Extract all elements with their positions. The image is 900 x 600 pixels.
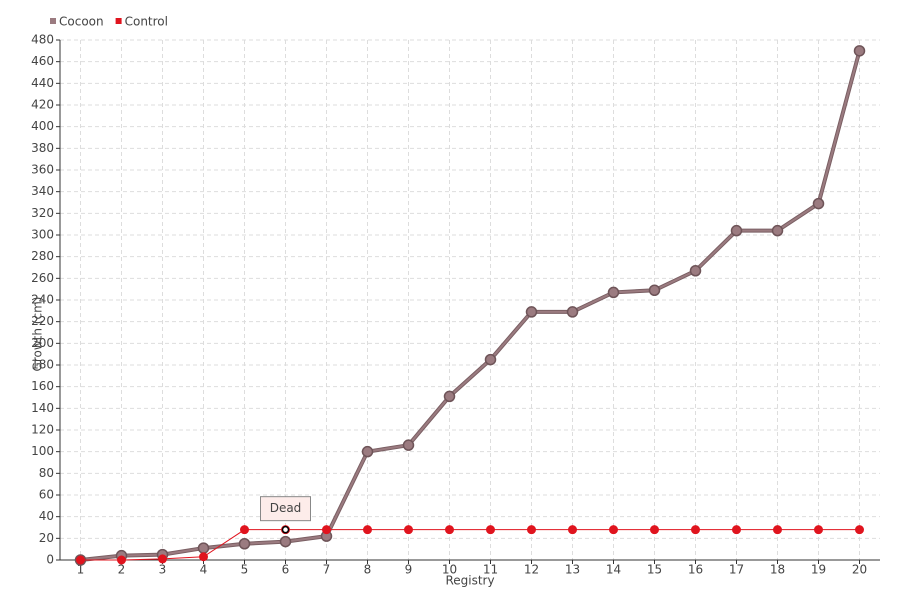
legend-swatch bbox=[50, 18, 56, 24]
data-point bbox=[607, 286, 620, 299]
data-point bbox=[443, 390, 456, 403]
y-tick-label: 220 bbox=[31, 314, 54, 328]
x-tick-label: 4 bbox=[200, 563, 208, 577]
y-tick-label: 180 bbox=[31, 358, 54, 372]
data-point bbox=[650, 525, 659, 535]
data-point bbox=[525, 306, 538, 318]
data-point bbox=[445, 525, 454, 535]
x-tick-label: 20 bbox=[852, 563, 867, 577]
annotation-text: Dead bbox=[270, 501, 302, 515]
x-tick-label: 6 bbox=[282, 563, 290, 577]
x-tick-label: 8 bbox=[364, 563, 372, 577]
y-tick-label: 200 bbox=[31, 336, 54, 350]
y-axis-label: Growth (cm) bbox=[31, 297, 45, 372]
data-point bbox=[322, 525, 331, 535]
x-tick-label: 11 bbox=[483, 563, 498, 577]
data-point bbox=[527, 525, 536, 535]
data-point bbox=[158, 554, 167, 564]
legend-label: Cocoon bbox=[59, 15, 104, 29]
series-line bbox=[80, 50, 861, 561]
data-point bbox=[771, 224, 784, 237]
data-point bbox=[199, 552, 208, 562]
x-tick-label: 13 bbox=[565, 563, 580, 577]
y-tick-label: 300 bbox=[31, 228, 54, 242]
series-line-outline bbox=[80, 50, 862, 562]
y-tick-label: 420 bbox=[31, 98, 54, 112]
legend-swatch bbox=[115, 18, 122, 24]
y-tick-label: 60 bbox=[39, 488, 54, 502]
x-tick-label: 7 bbox=[323, 563, 331, 577]
x-tick-label: 12 bbox=[524, 563, 539, 577]
data-point bbox=[404, 525, 413, 535]
y-tick-label: 360 bbox=[31, 163, 54, 177]
data-point bbox=[486, 525, 495, 535]
data-point bbox=[363, 525, 372, 535]
data-point bbox=[691, 525, 700, 535]
annotation-box bbox=[260, 496, 311, 522]
y-tick-label: 240 bbox=[31, 293, 54, 307]
data-point bbox=[730, 224, 743, 237]
x-tick-label: 15 bbox=[647, 563, 662, 577]
data-point bbox=[566, 306, 579, 318]
y-tick-label: 120 bbox=[31, 423, 54, 437]
x-tick-label: 14 bbox=[606, 563, 621, 577]
y-tick-label: 280 bbox=[31, 249, 54, 263]
data-point bbox=[568, 525, 577, 535]
y-tick-label: 100 bbox=[31, 444, 54, 458]
data-point bbox=[279, 535, 292, 548]
data-point bbox=[814, 525, 823, 535]
y-tick-label: 340 bbox=[31, 184, 54, 198]
x-tick-label: 19 bbox=[811, 563, 826, 577]
annotation-marker bbox=[281, 525, 290, 534]
y-tick-label: 400 bbox=[31, 119, 54, 133]
data-point bbox=[117, 555, 126, 565]
y-tick-label: 460 bbox=[31, 54, 54, 68]
data-point bbox=[855, 525, 864, 535]
series-line bbox=[80, 529, 860, 561]
x-tick-label: 17 bbox=[729, 563, 744, 577]
x-tick-label: 10 bbox=[442, 563, 457, 577]
y-tick-label: 160 bbox=[31, 379, 54, 393]
data-point bbox=[812, 197, 825, 210]
data-point bbox=[197, 542, 210, 554]
x-tick-label: 18 bbox=[770, 563, 785, 577]
data-point bbox=[484, 353, 497, 366]
x-tick-label: 2 bbox=[118, 563, 126, 577]
data-point bbox=[773, 525, 782, 535]
y-tick-label: 440 bbox=[31, 76, 54, 90]
y-tick-label: 80 bbox=[39, 466, 54, 480]
data-point bbox=[76, 555, 85, 565]
data-point bbox=[238, 538, 251, 550]
x-axis-label: Registry bbox=[445, 574, 494, 588]
data-point bbox=[853, 45, 866, 57]
legend-label: Control bbox=[125, 15, 168, 29]
x-tick-label: 5 bbox=[241, 563, 249, 577]
data-point bbox=[240, 525, 249, 535]
y-tick-label: 480 bbox=[31, 33, 54, 47]
data-point bbox=[609, 525, 618, 535]
data-point bbox=[361, 445, 374, 458]
data-point bbox=[648, 284, 661, 296]
y-tick-label: 20 bbox=[39, 531, 54, 545]
x-tick-label: 9 bbox=[405, 563, 413, 577]
x-tick-label: 16 bbox=[688, 563, 703, 577]
y-tick-label: 380 bbox=[31, 141, 54, 155]
x-tick-label: 3 bbox=[159, 563, 167, 577]
y-tick-label: 0 bbox=[46, 553, 54, 567]
x-tick-label: 1 bbox=[77, 563, 85, 577]
data-point bbox=[402, 439, 415, 451]
data-point bbox=[732, 525, 741, 535]
data-point bbox=[689, 265, 702, 277]
y-tick-label: 40 bbox=[39, 509, 54, 523]
y-tick-label: 260 bbox=[31, 271, 54, 285]
y-tick-label: 140 bbox=[31, 401, 54, 415]
y-tick-label: 320 bbox=[31, 206, 54, 220]
